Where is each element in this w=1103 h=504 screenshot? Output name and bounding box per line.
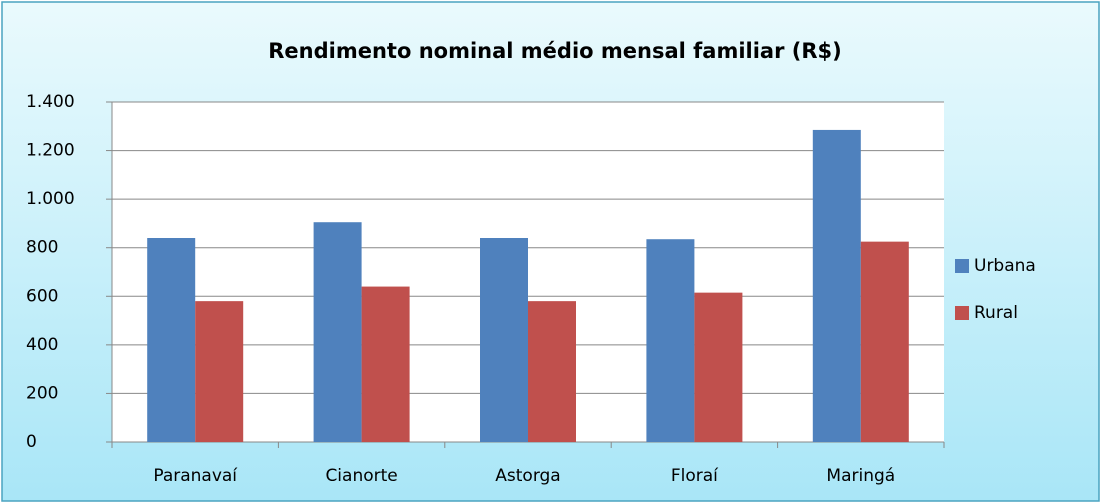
bar (528, 301, 576, 442)
bar (694, 292, 743, 442)
bar (646, 239, 695, 442)
legend-label: Rural (974, 303, 1018, 323)
y-tick-label: 1.400 (26, 92, 75, 112)
y-tick-label: 600 (26, 286, 58, 306)
x-tick-label: Cianorte (325, 466, 397, 486)
legend-label: Urbana (974, 256, 1036, 276)
bar (147, 238, 196, 442)
legend-swatch (955, 306, 969, 320)
y-tick-label: 0 (26, 432, 37, 452)
x-tick-label: Floraí (671, 466, 719, 486)
x-tick-label: Paranavaí (153, 466, 238, 486)
y-tick-label: 200 (26, 383, 58, 403)
y-tick-label: 400 (26, 335, 58, 355)
bar (480, 238, 528, 442)
x-tick-label: Maringá (826, 466, 895, 486)
y-tick-label: 1.200 (26, 141, 75, 161)
bar (812, 129, 861, 442)
bar (313, 222, 362, 442)
legend-swatch (955, 259, 969, 273)
x-tick-label: Astorga (495, 466, 560, 486)
y-tick-label: 1.000 (26, 189, 75, 209)
bar (361, 286, 410, 442)
bar (195, 301, 244, 442)
y-tick-label: 800 (26, 238, 58, 258)
bar (860, 241, 909, 442)
chart-title: Rendimento nominal médio mensal familiar… (268, 39, 841, 63)
